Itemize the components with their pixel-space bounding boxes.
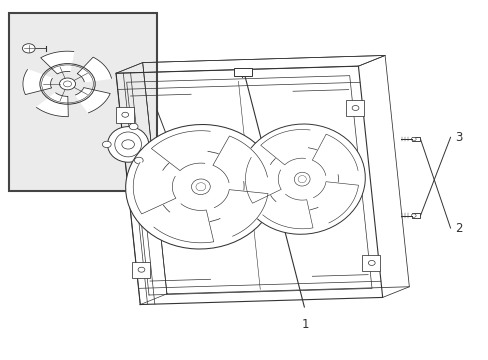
Bar xyxy=(115,107,134,122)
Ellipse shape xyxy=(157,151,244,222)
Ellipse shape xyxy=(239,124,365,234)
Ellipse shape xyxy=(265,148,338,211)
Bar xyxy=(411,213,420,218)
Ellipse shape xyxy=(191,179,210,194)
Ellipse shape xyxy=(298,176,305,183)
Circle shape xyxy=(410,137,415,141)
Polygon shape xyxy=(77,57,111,82)
Circle shape xyxy=(102,141,111,148)
Polygon shape xyxy=(41,51,74,74)
Bar xyxy=(411,137,420,141)
Bar xyxy=(345,100,364,116)
Polygon shape xyxy=(154,204,213,243)
Polygon shape xyxy=(75,87,110,113)
Polygon shape xyxy=(313,182,358,223)
Circle shape xyxy=(122,140,134,149)
Circle shape xyxy=(122,112,128,117)
Ellipse shape xyxy=(196,183,205,191)
Polygon shape xyxy=(212,136,267,183)
Circle shape xyxy=(134,157,143,164)
Ellipse shape xyxy=(115,132,141,157)
Polygon shape xyxy=(37,93,68,117)
Bar xyxy=(234,68,251,76)
Text: 3: 3 xyxy=(454,131,462,144)
Circle shape xyxy=(63,81,71,87)
Ellipse shape xyxy=(107,127,148,162)
Polygon shape xyxy=(23,69,52,95)
Circle shape xyxy=(22,44,35,53)
Polygon shape xyxy=(214,190,267,236)
Polygon shape xyxy=(260,130,309,165)
Polygon shape xyxy=(245,157,281,203)
Polygon shape xyxy=(151,131,210,171)
Circle shape xyxy=(410,214,415,217)
Bar xyxy=(361,255,380,271)
Ellipse shape xyxy=(125,125,276,249)
Circle shape xyxy=(60,78,76,90)
Circle shape xyxy=(367,260,374,265)
Circle shape xyxy=(351,105,358,111)
Circle shape xyxy=(138,267,144,272)
Bar xyxy=(131,262,150,278)
Polygon shape xyxy=(262,194,312,229)
Text: 1: 1 xyxy=(301,318,308,330)
Polygon shape xyxy=(133,162,176,214)
Circle shape xyxy=(129,123,138,130)
Ellipse shape xyxy=(294,172,309,186)
Polygon shape xyxy=(312,134,357,176)
Text: 4: 4 xyxy=(208,225,215,238)
Text: 2: 2 xyxy=(454,221,462,234)
Bar xyxy=(9,13,157,191)
